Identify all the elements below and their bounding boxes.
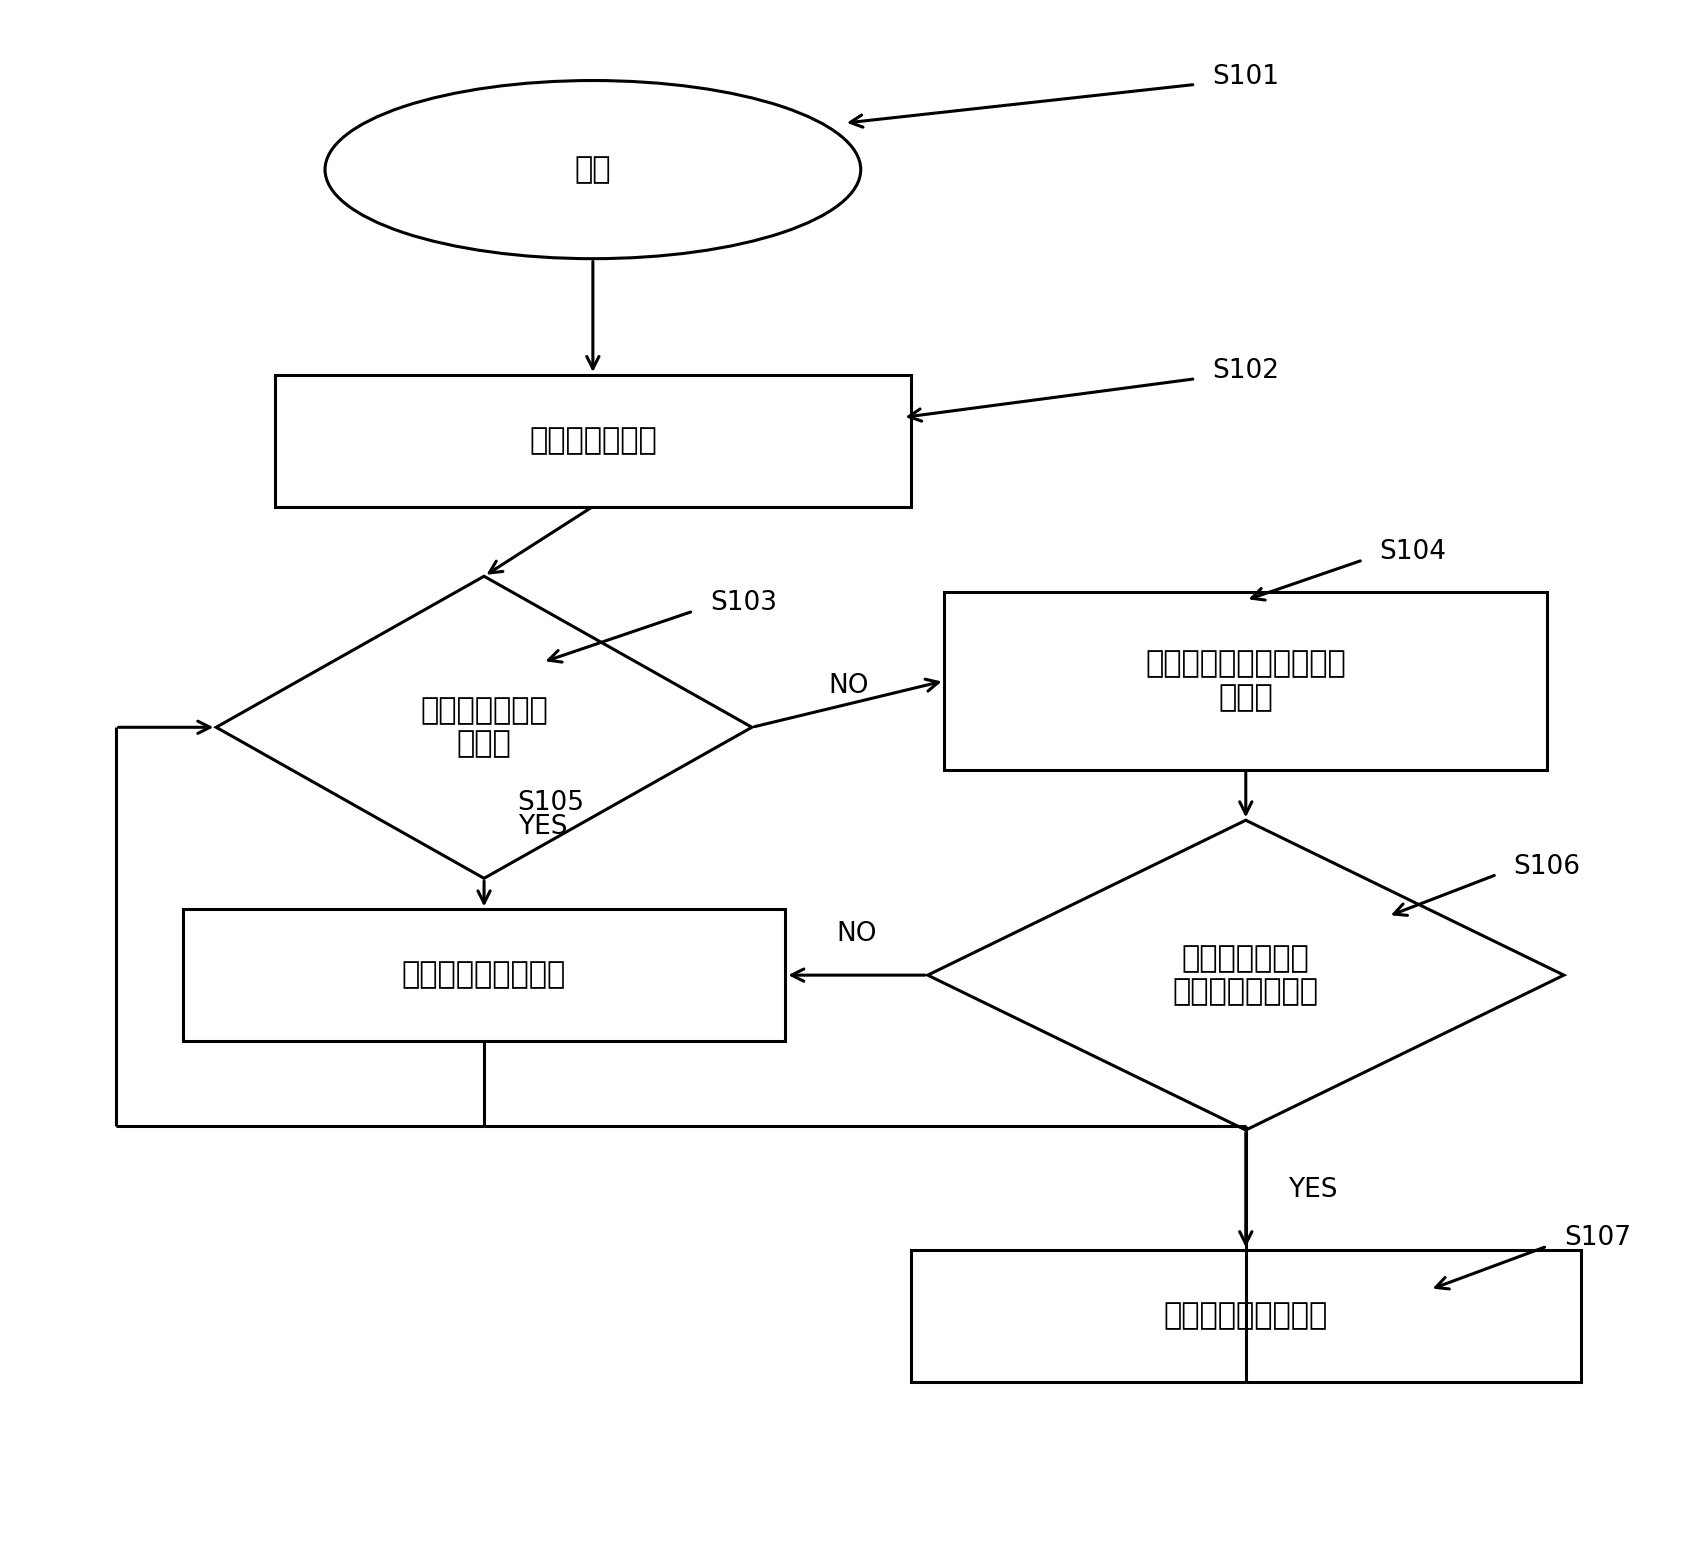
Text: NO: NO <box>827 674 868 699</box>
Text: S103: S103 <box>711 591 776 616</box>
Text: YES: YES <box>518 814 567 841</box>
Bar <box>275 375 912 506</box>
Text: YES: YES <box>1288 1177 1337 1204</box>
Text: S105: S105 <box>518 789 584 816</box>
Bar <box>945 592 1548 771</box>
Text: S107: S107 <box>1563 1225 1631 1252</box>
Text: S106: S106 <box>1514 853 1580 880</box>
Bar <box>182 910 785 1041</box>
Text: NO: NO <box>836 921 876 947</box>
Text: 检测到的温度値
是否小于设定値？: 检测到的温度値 是否小于设定値？ <box>1173 944 1318 1007</box>
Text: 开启压缩机电加热带: 开启压缩机电加热带 <box>1163 1302 1328 1330</box>
Text: S104: S104 <box>1379 539 1447 566</box>
Text: 上电: 上电 <box>574 155 611 184</box>
Text: 微处理器初始化: 微处理器初始化 <box>528 427 657 455</box>
Bar <box>912 1250 1580 1382</box>
Text: S101: S101 <box>1212 64 1280 89</box>
Text: 关闭压缩机电加热带: 关闭压缩机电加热带 <box>402 961 565 989</box>
Text: 检测室外环温或压缩机排
气温度: 检测室外环温或压缩机排 气温度 <box>1146 650 1345 713</box>
Text: 判断空调器是否
开机？: 判断空调器是否 开机？ <box>420 696 549 758</box>
Text: S102: S102 <box>1212 358 1280 384</box>
